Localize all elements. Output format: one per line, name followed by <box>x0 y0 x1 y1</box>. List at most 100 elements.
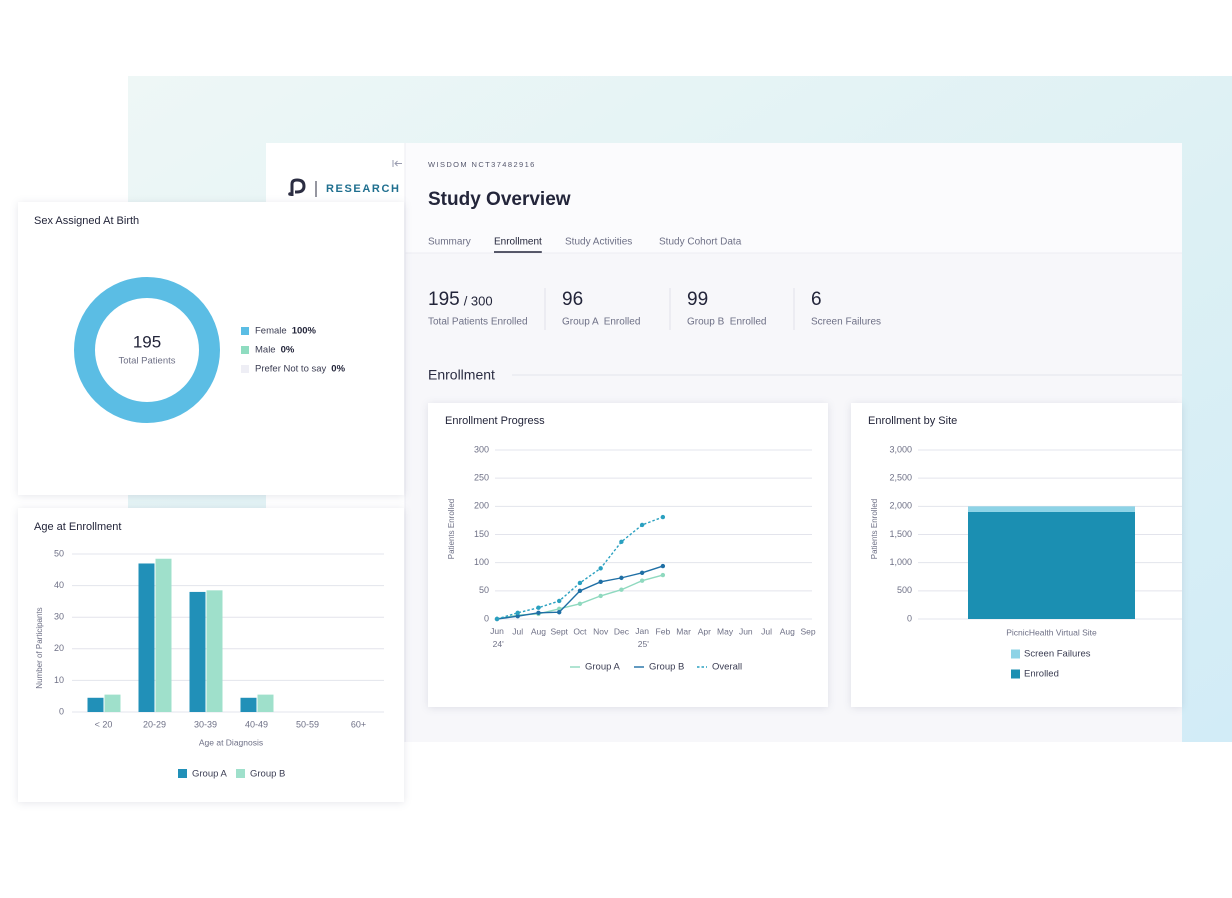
x-tick-label: Sept <box>550 626 568 636</box>
bar-segment <box>968 511 1135 619</box>
enrollment-by-site-chart: Enrollment by Site 0 500 1,000 1,500 2,000 2,5… <box>868 415 1182 680</box>
series-point <box>639 522 645 528</box>
logo-icon <box>288 178 306 196</box>
stat-label: Group B Enrolled <box>687 317 767 328</box>
tab[interactable]: Study Activities <box>565 237 632 248</box>
tab[interactable]: Enrollment <box>494 237 542 248</box>
legend-label: Group A <box>585 662 621 673</box>
stat-value: 96 <box>562 289 583 310</box>
stat-label: Total Patients Enrolled <box>428 317 528 328</box>
y-tick-label: 100 <box>474 557 489 567</box>
y-tick-label: 150 <box>474 529 489 539</box>
stat-value: 99 <box>687 289 708 310</box>
x-tick-label: 30-39 <box>194 719 217 729</box>
legend-label: Group A <box>192 769 228 780</box>
x-tick-label: Nov <box>593 626 609 636</box>
series-point <box>619 539 624 545</box>
series-point <box>639 570 645 576</box>
page-title: Study Overview <box>428 189 571 210</box>
series-point <box>557 610 562 615</box>
y-tick-label: 20 <box>54 643 64 653</box>
enrollment-progress-chart: Enrollment Progress 0 50 100 150 200 250 300 Pat… <box>445 415 816 673</box>
center-label: Total Patients <box>118 356 175 367</box>
stat-value: 6 <box>811 289 822 310</box>
y-axis-label: Number of Participants <box>35 607 44 688</box>
x-tick-label: Jan 25' <box>635 626 649 649</box>
x-tick-label: 60+ <box>351 719 366 729</box>
bar <box>87 697 104 712</box>
x-tick-label: Jul <box>512 626 523 636</box>
series-point <box>577 588 583 594</box>
center-value: 195 <box>133 332 161 351</box>
series-point <box>577 580 583 586</box>
y-tick-label: 2,000 <box>889 501 912 511</box>
y-axis-label: Patients Enrolled <box>870 499 879 559</box>
x-tick-label: 20-29 <box>143 719 166 729</box>
x-tick-label: Dec <box>614 626 630 636</box>
x-axis-label: Age at Diagnosis <box>199 737 263 747</box>
series-point <box>494 616 500 622</box>
enrollment-progress-card <box>428 403 828 707</box>
x-tick-label: 50-59 <box>296 719 319 729</box>
y-tick-label: 0 <box>484 613 489 623</box>
series-point <box>660 572 666 578</box>
y-tick-label: 50 <box>479 585 489 595</box>
chart-title: Age at Enrollment <box>34 521 121 533</box>
legend-label: Overall <box>712 662 742 673</box>
y-tick-label: 300 <box>474 444 489 454</box>
y-tick-label: 3,000 <box>889 444 912 454</box>
sex-chart: Sex Assigned At Birth 195 Total Patients Fe… <box>34 215 346 423</box>
y-tick-label: 500 <box>897 585 912 595</box>
y-tick-label: 2,500 <box>889 473 912 483</box>
legend-label: Group B <box>250 769 285 780</box>
legend-swatch <box>241 327 249 335</box>
y-tick-label: 40 <box>54 580 64 590</box>
legend-label: Male <box>255 345 276 356</box>
series-point <box>619 587 624 592</box>
y-tick-label: 200 <box>474 501 489 511</box>
series-point <box>598 566 603 571</box>
x-tick-label: Sep <box>800 626 815 636</box>
collapse-button[interactable] <box>392 160 402 167</box>
bar <box>240 697 257 712</box>
x-tick-label: Jun <box>739 626 753 636</box>
legend-value: 0% <box>331 364 345 375</box>
stat-value: 195 <box>428 289 460 310</box>
logo-mark <box>290 178 306 196</box>
donut-segment <box>74 277 220 423</box>
x-tick-label: Jul <box>761 626 772 636</box>
legend-label: Enrolled <box>1024 669 1059 680</box>
legend-swatch <box>1011 649 1020 659</box>
x-tick-label: Jun 24' <box>490 626 504 649</box>
legend-value: 100% <box>292 326 317 337</box>
legend-swatch <box>241 365 249 373</box>
y-tick-label: 0 <box>907 613 912 623</box>
series-point <box>557 606 562 612</box>
bar <box>206 590 223 712</box>
header-bg <box>405 143 1182 253</box>
x-tick-label: Oct <box>573 626 587 636</box>
chart-title: Enrollment Progress <box>445 415 545 427</box>
series-point <box>536 605 541 610</box>
y-tick-label: 10 <box>54 675 64 685</box>
tab[interactable]: Study Cohort Data <box>659 237 742 248</box>
series-point <box>660 514 666 520</box>
section-title: Enrollment <box>428 367 495 383</box>
stat-label: Screen Failures <box>811 317 881 328</box>
series-point <box>515 610 520 616</box>
chart-title: Enrollment by Site <box>868 415 957 427</box>
tab[interactable]: Summary <box>428 237 471 248</box>
x-tick-label: Aug <box>780 626 795 636</box>
series-point <box>598 579 603 585</box>
legend-label: Group B <box>649 662 684 673</box>
x-tick-label: PicnicHealth Virtual Site <box>1006 627 1097 637</box>
series-point <box>598 593 603 599</box>
x-tick-label: May <box>717 626 734 636</box>
legend-swatch <box>178 769 187 778</box>
legend-label: Prefer Not to say <box>255 364 327 375</box>
y-axis-label: Patients Enrolled <box>447 499 456 559</box>
stats-row: 195 / 300 Total Patients Enrolled 96 Group A… <box>428 288 881 330</box>
series-point <box>536 610 541 616</box>
y-tick-label: 1,000 <box>889 557 912 567</box>
stat-label: Group A Enrolled <box>562 317 640 328</box>
